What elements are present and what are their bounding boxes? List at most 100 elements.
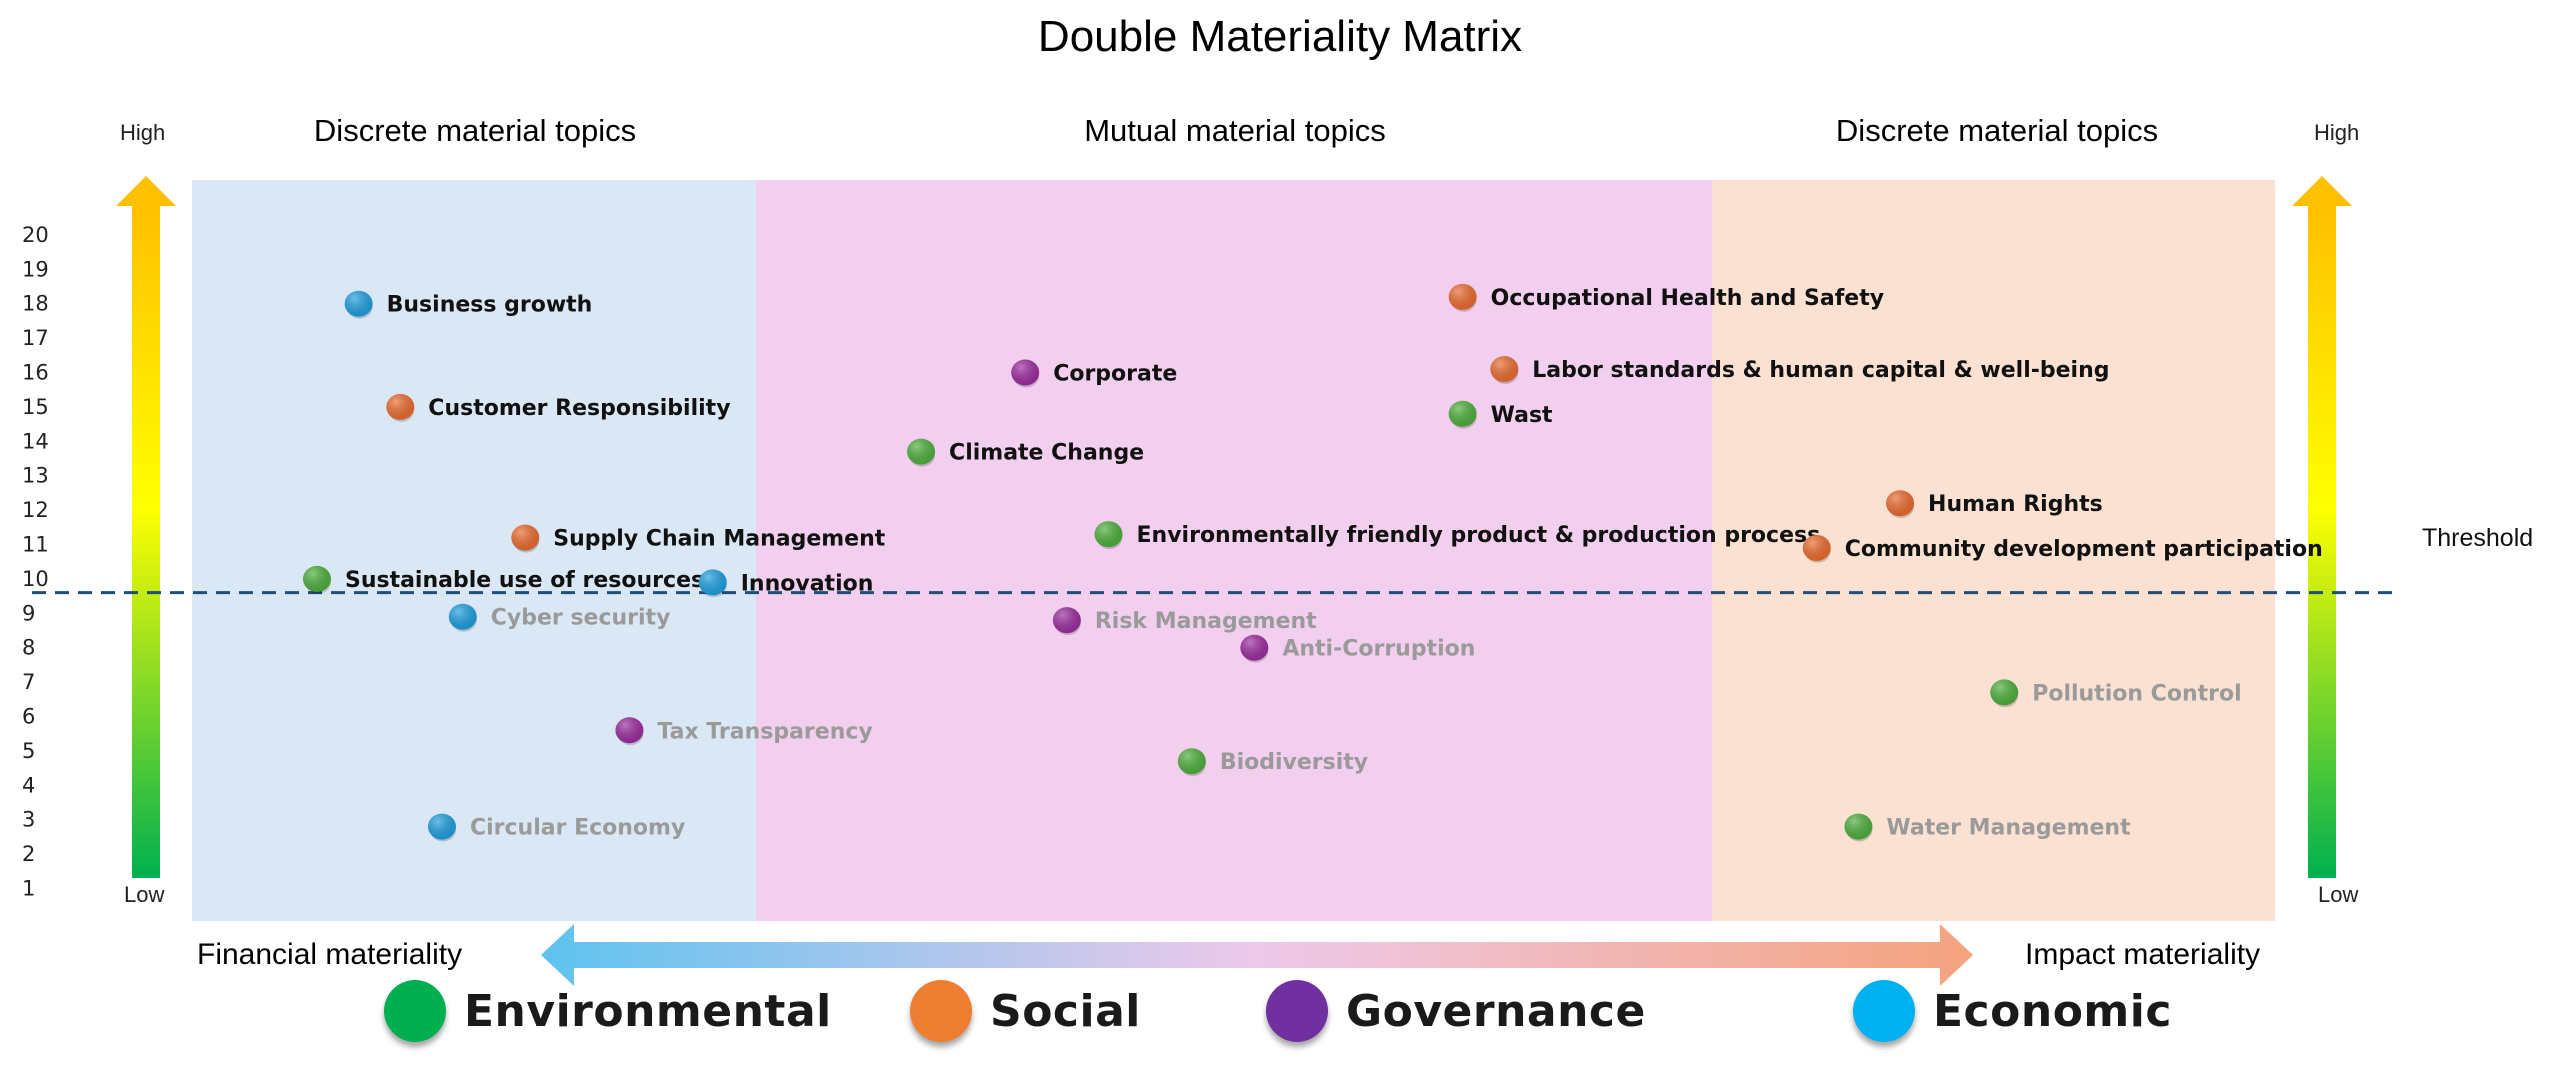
point-shading xyxy=(1240,634,1269,661)
point-label: Cyber security xyxy=(491,606,671,631)
point-shading xyxy=(1448,400,1477,427)
data-point: Community development participation xyxy=(1802,534,2323,563)
data-point: Risk Management xyxy=(1052,607,1317,636)
point-shading xyxy=(302,565,331,592)
zone-center xyxy=(756,180,1712,921)
point-shading xyxy=(344,290,373,317)
data-point: Business growth xyxy=(344,290,593,319)
data-point: Tax Transparency xyxy=(615,717,873,746)
point-label: Climate Change xyxy=(949,441,1144,466)
data-point: Circular Economy xyxy=(427,813,685,842)
point-shading xyxy=(615,717,644,744)
data-point: Corporate xyxy=(1011,359,1177,388)
y-tick-label: 9 xyxy=(22,601,35,625)
point-label: Anti-Corruption xyxy=(1282,637,1475,662)
point-label: Biodiversity xyxy=(1220,750,1368,775)
y-tick-label: 16 xyxy=(22,361,49,385)
point-shading xyxy=(1177,748,1206,775)
right-scale-high: High xyxy=(2314,120,2360,145)
data-point: Pollution Control xyxy=(1990,679,2242,708)
y-tick-label: 19 xyxy=(22,257,49,281)
zone-left xyxy=(192,180,756,921)
point-label: Circular Economy xyxy=(470,816,685,841)
point-label: Supply Chain Management xyxy=(553,527,885,552)
point-shading xyxy=(511,524,540,551)
y-tick-label: 11 xyxy=(22,533,49,557)
point-shading xyxy=(1844,813,1873,840)
right-scale-bar xyxy=(2308,205,2336,878)
legend-social: Social xyxy=(910,980,1141,1042)
point-shading xyxy=(907,438,936,465)
point-shading xyxy=(448,603,477,630)
point-label: Human Rights xyxy=(1928,492,2103,517)
legend-environmental-swatch xyxy=(384,980,446,1042)
y-tick-label: 14 xyxy=(22,429,49,453)
y-tick-label: 3 xyxy=(22,808,35,832)
zone-header-left: Discrete material topics xyxy=(313,113,637,148)
point-label: Wast xyxy=(1491,403,1553,428)
y-tick-label: 2 xyxy=(22,842,35,866)
y-tick-label: 8 xyxy=(22,636,35,660)
point-shading xyxy=(1094,521,1123,548)
y-tick-label: 10 xyxy=(22,567,49,591)
point-shading xyxy=(1011,359,1040,386)
data-point: Supply Chain Management xyxy=(511,524,886,553)
materiality-double-arrow xyxy=(541,924,1973,986)
right-scale-low: Low xyxy=(2318,882,2359,907)
point-label: Customer Responsibility xyxy=(428,396,730,421)
left-scale-arrowhead xyxy=(116,176,176,206)
legend-social-swatch xyxy=(910,980,972,1042)
point-label: Tax Transparency xyxy=(657,719,872,744)
point-label: Sustainable use of resources xyxy=(345,568,704,593)
data-point: Wast xyxy=(1448,400,1553,429)
legend-economic: Economic xyxy=(1853,980,2172,1042)
y-tick-label: 13 xyxy=(22,464,49,488)
y-tick-label: 6 xyxy=(22,705,35,729)
legend-governance-label: Governance xyxy=(1346,985,1646,1037)
point-shading xyxy=(1448,283,1477,310)
y-tick-label: 18 xyxy=(22,292,49,316)
data-point: Climate Change xyxy=(907,438,1144,467)
point-shading xyxy=(1052,607,1081,634)
legend-governance-swatch xyxy=(1266,980,1328,1042)
point-label: Pollution Control xyxy=(2032,681,2241,706)
left-scale-high: High xyxy=(120,120,166,145)
point-shading xyxy=(1990,679,2019,706)
legend-social-label: Social xyxy=(990,985,1141,1037)
y-tick-label: 17 xyxy=(22,326,49,350)
zone-header-right: Discrete material topics xyxy=(1835,113,2159,148)
threshold-label: Threshold xyxy=(2422,524,2534,552)
zone-header-center: Mutual material topics xyxy=(1084,113,1386,148)
left-scale-low: Low xyxy=(124,882,165,907)
legend-environmental-label: Environmental xyxy=(464,985,832,1037)
point-shading xyxy=(1490,356,1519,383)
point-shading xyxy=(1886,490,1915,517)
point-shading xyxy=(698,569,727,596)
financial-materiality-label: Financial materiality xyxy=(197,938,463,971)
left-scale-bar xyxy=(132,205,160,878)
point-label: Business growth xyxy=(387,293,593,318)
point-label: Occupational Health and Safety xyxy=(1491,286,1884,311)
y-tick-label: 12 xyxy=(22,498,49,522)
y-tick-label: 20 xyxy=(22,223,49,247)
data-point: Customer Responsibility xyxy=(386,393,731,422)
y-tick-label: 7 xyxy=(22,670,35,694)
point-label: Innovation xyxy=(741,571,874,596)
point-label: Corporate xyxy=(1053,362,1177,387)
legend-economic-swatch xyxy=(1853,980,1915,1042)
point-shading xyxy=(427,813,456,840)
legend-governance: Governance xyxy=(1266,980,1646,1042)
right-scale-arrowhead xyxy=(2292,176,2352,206)
point-label: Environmentally friendly product & produ… xyxy=(1137,523,1821,548)
data-point: Innovation xyxy=(698,569,874,598)
data-point: Sustainable use of resources xyxy=(302,565,704,594)
data-point: Water Management xyxy=(1844,813,2131,842)
data-point: Occupational Health and Safety xyxy=(1448,283,1884,312)
data-point: Environmentally friendly product & produ… xyxy=(1094,521,1821,550)
y-tick-label: 15 xyxy=(22,395,49,419)
data-point: Labor standards & human capital & well-b… xyxy=(1490,356,2110,385)
data-point: Cyber security xyxy=(448,603,671,632)
y-tick-label: 1 xyxy=(22,877,35,901)
